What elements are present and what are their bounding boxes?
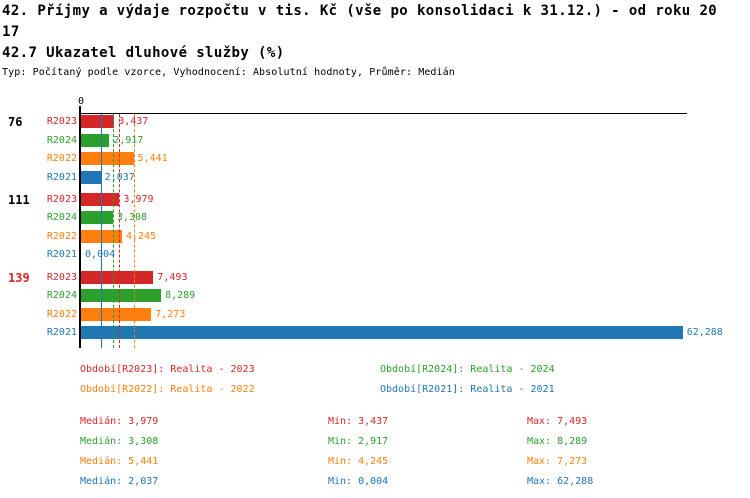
group-label: 139 [8,270,30,285]
report-title-line1: 42. Příjmy a výdaje rozpočtu v tis. Kč (… [2,3,718,19]
legend-item: Období[R2021]: Realita - 2021 [380,384,555,395]
stat-median: Medián: 3,308 [80,436,159,447]
median-line-R2024 [112,114,114,348]
group-label: 76 [8,115,23,129]
report-title-line2: 17 [2,24,20,40]
bar-value-label: 7,493 [157,271,188,283]
series-label-R2023: R2023 [46,116,77,127]
median-line-R2022 [133,114,135,348]
bar-R2023 [81,192,120,206]
legend-item: Období[R2023]: Realita - 2023 [80,364,255,375]
bar-value-label: 4,245 [126,230,157,242]
x-axis-zero-label: 0 [77,96,85,107]
stat-min: Min: 0,004 [328,476,389,487]
stat-median: Medián: 5,441 [80,456,159,467]
bar-R2024 [81,289,162,302]
report-subtitle: 42.7 Ukazatel dluhové služby (%) [2,45,285,61]
bar-value-label: 3,308 [116,212,148,224]
stat-median: Medián: 3,979 [80,416,159,427]
stat-min: Min: 4,245 [328,456,389,467]
stat-max: Max: 7,493 [527,416,588,427]
bar-R2021 [81,326,683,339]
bar-R2021 [81,170,101,184]
bar-value-label: 62,288 [686,327,723,338]
bar-value-label: 2,037 [104,171,135,183]
bar-R2024 [81,211,113,225]
bar-R2022 [81,307,152,321]
stat-max: Max: 62,288 [527,476,594,487]
stat-min: Min: 3,437 [328,416,389,427]
bar-value-label: 7,273 [155,308,186,320]
bar-R2023 [81,270,154,284]
group-label: 111 [8,192,30,207]
bar-value-label: 0,004 [85,249,116,261]
series-label-R2021: R2021 [46,249,77,261]
bar-R2023 [81,115,115,128]
series-label-R2024: R2024 [46,212,77,224]
series-label-R2022: R2022 [46,153,77,164]
series-label-R2024: R2024 [46,134,77,146]
stat-min: Min: 2,917 [328,436,389,447]
series-label-R2022: R2022 [46,308,77,320]
series-label-R2024: R2024 [46,290,77,301]
bar-value-label: 5,441 [137,153,168,164]
median-line-R2023 [119,114,121,348]
bar-value-label: 8,289 [165,290,196,301]
bar-value-label: 2,917 [113,134,144,146]
series-label-R2021: R2021 [46,327,77,338]
stat-max: Max: 8,289 [527,436,588,447]
series-label-R2023: R2023 [46,193,77,205]
series-label-R2023: R2023 [46,271,77,283]
bar-R2024 [81,133,110,147]
y-axis-line [79,106,81,348]
bar-value-label: 3,979 [123,193,154,205]
stat-median: Medián: 2,037 [80,476,159,487]
legend-item: Období[R2024]: Realita - 2024 [380,364,555,375]
bar-value-label: 3,437 [118,116,149,127]
x-axis-line [79,113,687,114]
series-label-R2021: R2021 [46,171,77,183]
report-meta: Typ: Počítaný podle vzorce, Vyhodnocení:… [2,67,455,78]
median-line-R2021 [100,114,102,348]
stat-max: Max: 7,273 [527,456,588,467]
series-label-R2022: R2022 [46,230,77,242]
legend-item: Období[R2022]: Realita - 2022 [80,384,255,395]
bar-R2022 [81,152,134,165]
